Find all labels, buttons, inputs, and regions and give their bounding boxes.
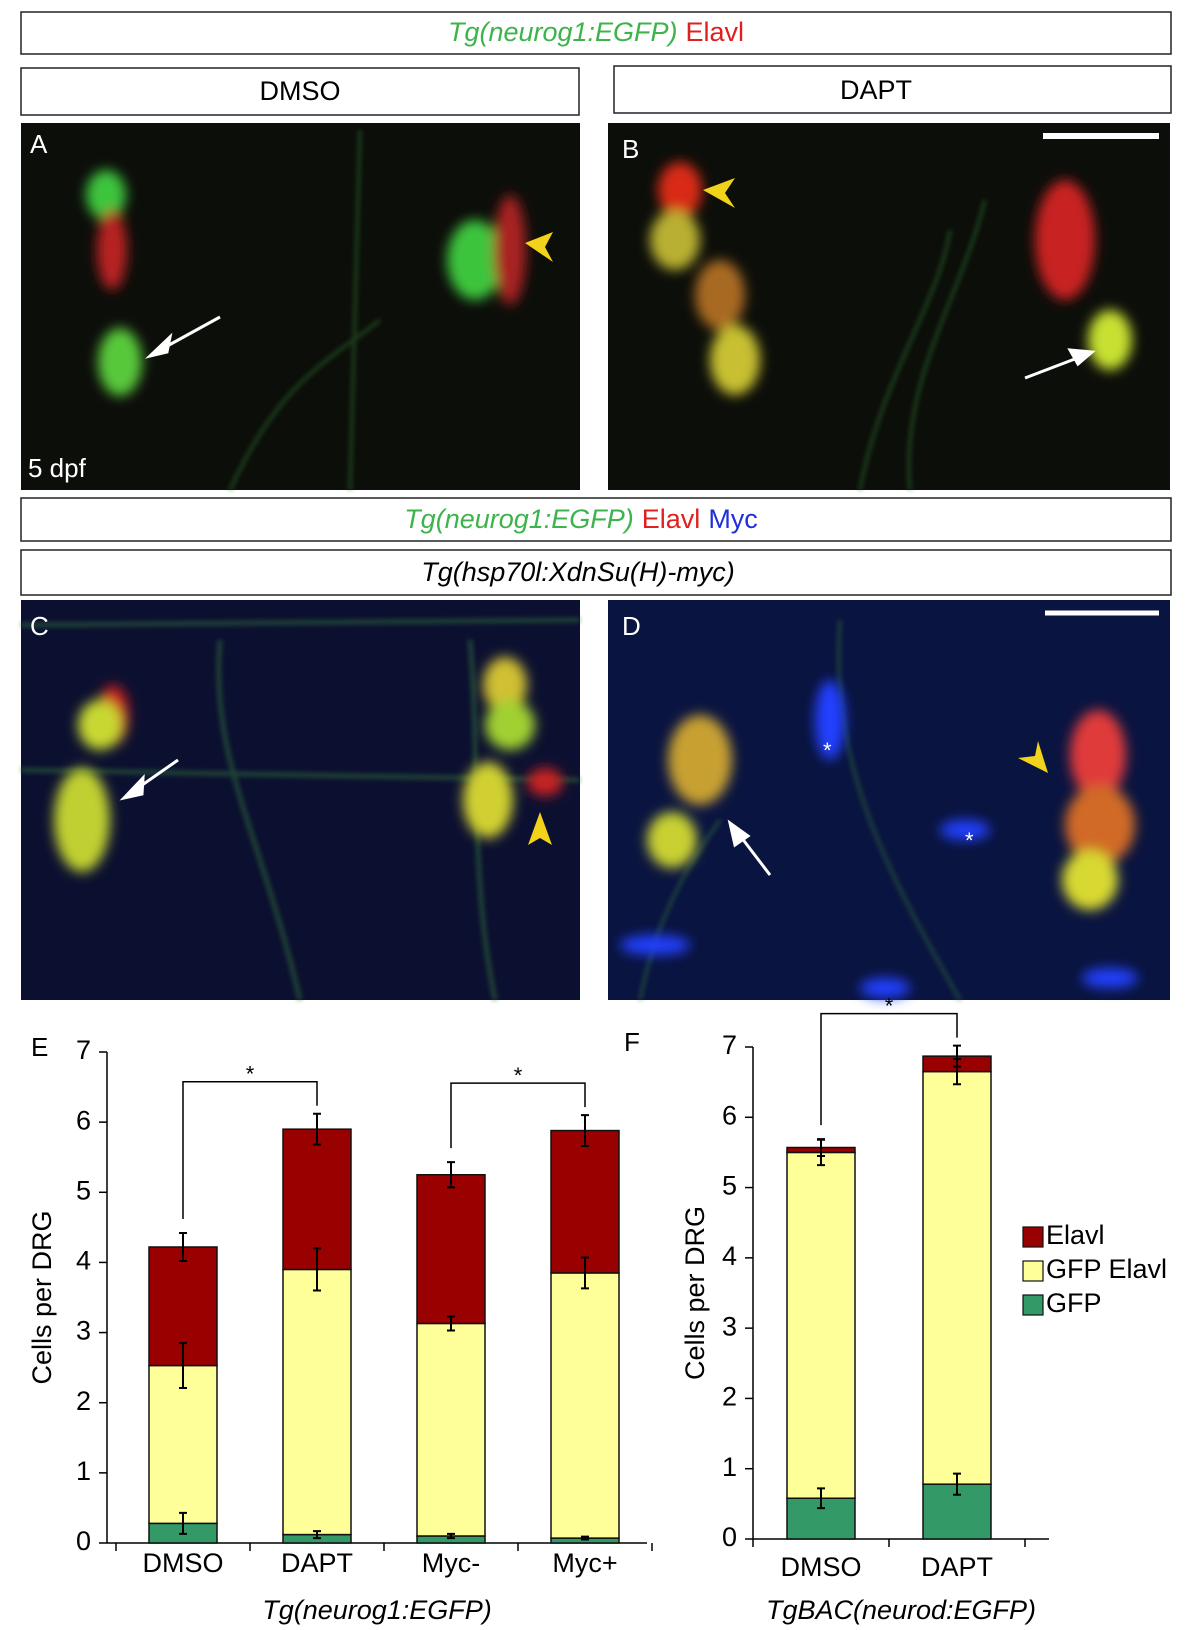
legend-swatch <box>1022 1294 1044 1316</box>
stage-label: 5 dpf <box>28 453 87 483</box>
header-label: Tg(hsp70l:XdnSu(H)-myc) <box>421 557 735 587</box>
error-bar <box>817 1487 825 1510</box>
micrograph: C <box>20 600 581 1001</box>
y-tick-label: 5 <box>76 1175 91 1205</box>
header-box <box>20 549 1172 596</box>
panel-letter: A <box>30 129 48 159</box>
bar-segment <box>550 1272 620 1539</box>
significance-label: * <box>246 1062 255 1087</box>
header-label: Tg(neurog1:EGFP) Elavl Myc <box>404 504 758 534</box>
panel-letter: D <box>622 611 641 641</box>
header-box <box>20 497 1172 542</box>
header-label: Tg(neurog1:EGFP) Elavl <box>448 17 744 47</box>
bar-segment <box>282 1128 352 1271</box>
error-bar <box>953 1044 961 1068</box>
y-tick-label: 2 <box>76 1386 91 1416</box>
legend-swatch <box>1022 1226 1044 1248</box>
error-bar <box>581 1535 589 1541</box>
x-tick-label: DMSO <box>781 1552 862 1582</box>
bar-segment <box>922 1070 992 1485</box>
y-tick-label: 4 <box>76 1246 91 1276</box>
x-tick-label: DAPT <box>281 1548 353 1578</box>
x-axis-label: TgBAC(neurod:EGFP) <box>766 1595 1036 1625</box>
significance-bracket <box>450 1082 586 1149</box>
y-tick-label: 7 <box>76 1035 91 1065</box>
panel-letter: F <box>624 1027 640 1057</box>
micrograph: A 5 dpf <box>21 123 580 491</box>
error-bar <box>447 1315 455 1332</box>
error-bar <box>313 1247 321 1292</box>
y-tick-label: 2 <box>722 1382 737 1412</box>
error-bar <box>581 1114 589 1147</box>
bar-segment <box>282 1268 352 1536</box>
y-tick-label: 3 <box>722 1311 737 1341</box>
x-tick-label: DMSO <box>143 1548 224 1578</box>
y-axis-label: Cells per DRG <box>27 1210 57 1384</box>
error-bar <box>817 1138 825 1157</box>
micrograph: * * D <box>608 600 1170 1001</box>
condition-label: DAPT <box>840 75 912 105</box>
significance-label: * <box>514 1063 523 1088</box>
condition-box <box>20 67 580 116</box>
y-tick-label: 6 <box>76 1105 91 1135</box>
panel-letter: B <box>622 134 639 164</box>
error-bar <box>447 1161 455 1189</box>
legend-swatch <box>1022 1260 1044 1282</box>
header-green: Tg(neurog1:EGFP) <box>448 17 678 47</box>
header-red: Elavl <box>642 504 701 534</box>
x-tick-label: DAPT <box>921 1552 993 1582</box>
x-tick-label: Myc+ <box>552 1548 617 1578</box>
y-tick-label: 6 <box>722 1100 737 1130</box>
bar-segment <box>550 1129 620 1274</box>
significance-bracket <box>182 1080 318 1219</box>
error-bar <box>581 1256 589 1290</box>
y-axis-label: Cells per DRG <box>680 1206 710 1380</box>
header-red: Elavl <box>686 17 745 47</box>
x-axis-label: Tg(neurog1:EGFP) <box>262 1595 492 1625</box>
header-green: Tg(neurog1:EGFP) <box>404 504 634 534</box>
significance-label: * <box>885 993 894 1018</box>
bar-segment <box>148 1364 218 1525</box>
y-tick-label: 3 <box>76 1316 91 1346</box>
y-tick-label: 0 <box>722 1522 737 1552</box>
error-bar <box>179 1511 187 1535</box>
legend-label: GFP <box>1046 1288 1102 1318</box>
bar-segment <box>416 1322 486 1537</box>
error-bar <box>313 1530 321 1540</box>
error-bar <box>447 1532 455 1540</box>
y-tick-label: 0 <box>76 1526 91 1556</box>
header-blue: Myc <box>708 504 758 534</box>
error-bar <box>313 1112 321 1146</box>
condition-box <box>613 65 1172 114</box>
y-tick-label: 7 <box>722 1030 737 1060</box>
error-bar <box>953 1472 961 1496</box>
significance-bracket <box>820 1012 958 1126</box>
x-tick-label: Myc- <box>422 1548 480 1578</box>
y-tick-label: 1 <box>76 1456 91 1486</box>
bar-segment <box>416 1174 486 1325</box>
y-tick-label: 5 <box>722 1171 737 1201</box>
asterisk: * <box>823 738 832 763</box>
legend-label: GFP Elavl <box>1046 1254 1167 1284</box>
panel-letter: C <box>30 611 49 641</box>
asterisk: * <box>965 828 974 853</box>
panel-letter: E <box>31 1032 48 1062</box>
y-tick-label: 1 <box>722 1452 737 1482</box>
condition-label: DMSO <box>260 76 341 106</box>
bar-segment <box>922 1483 992 1540</box>
legend-label: Elavl <box>1046 1220 1105 1250</box>
error-bar <box>179 1342 187 1389</box>
header-box <box>20 11 1172 55</box>
bar-segment <box>786 1151 856 1499</box>
micrograph: B <box>608 123 1170 491</box>
y-tick-label: 4 <box>722 1241 737 1271</box>
error-bar <box>179 1231 187 1263</box>
